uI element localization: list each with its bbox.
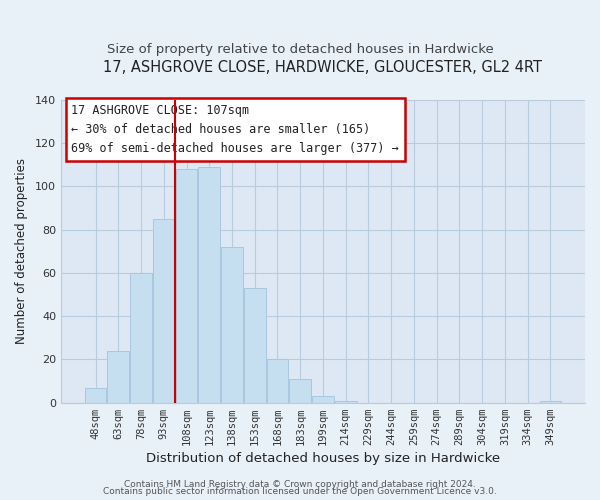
Bar — [312, 396, 334, 402]
Text: Contains public sector information licensed under the Open Government Licence v3: Contains public sector information licen… — [103, 488, 497, 496]
Text: 17 ASHGROVE CLOSE: 107sqm
← 30% of detached houses are smaller (165)
69% of semi: 17 ASHGROVE CLOSE: 107sqm ← 30% of detac… — [71, 104, 399, 156]
Bar — [199, 167, 220, 402]
Bar — [176, 169, 197, 402]
Bar — [107, 351, 129, 403]
Text: Contains HM Land Registry data © Crown copyright and database right 2024.: Contains HM Land Registry data © Crown c… — [124, 480, 476, 489]
Bar — [221, 247, 243, 402]
Y-axis label: Number of detached properties: Number of detached properties — [15, 158, 28, 344]
Bar — [130, 273, 152, 402]
Bar — [85, 388, 106, 402]
Bar — [335, 400, 356, 402]
Text: Size of property relative to detached houses in Hardwicke: Size of property relative to detached ho… — [107, 42, 493, 56]
X-axis label: Distribution of detached houses by size in Hardwicke: Distribution of detached houses by size … — [146, 452, 500, 465]
Title: 17, ASHGROVE CLOSE, HARDWICKE, GLOUCESTER, GL2 4RT: 17, ASHGROVE CLOSE, HARDWICKE, GLOUCESTE… — [103, 60, 542, 75]
Bar — [539, 400, 561, 402]
Bar — [289, 379, 311, 402]
Bar — [266, 360, 288, 403]
Bar — [244, 288, 266, 403]
Bar — [153, 219, 175, 402]
